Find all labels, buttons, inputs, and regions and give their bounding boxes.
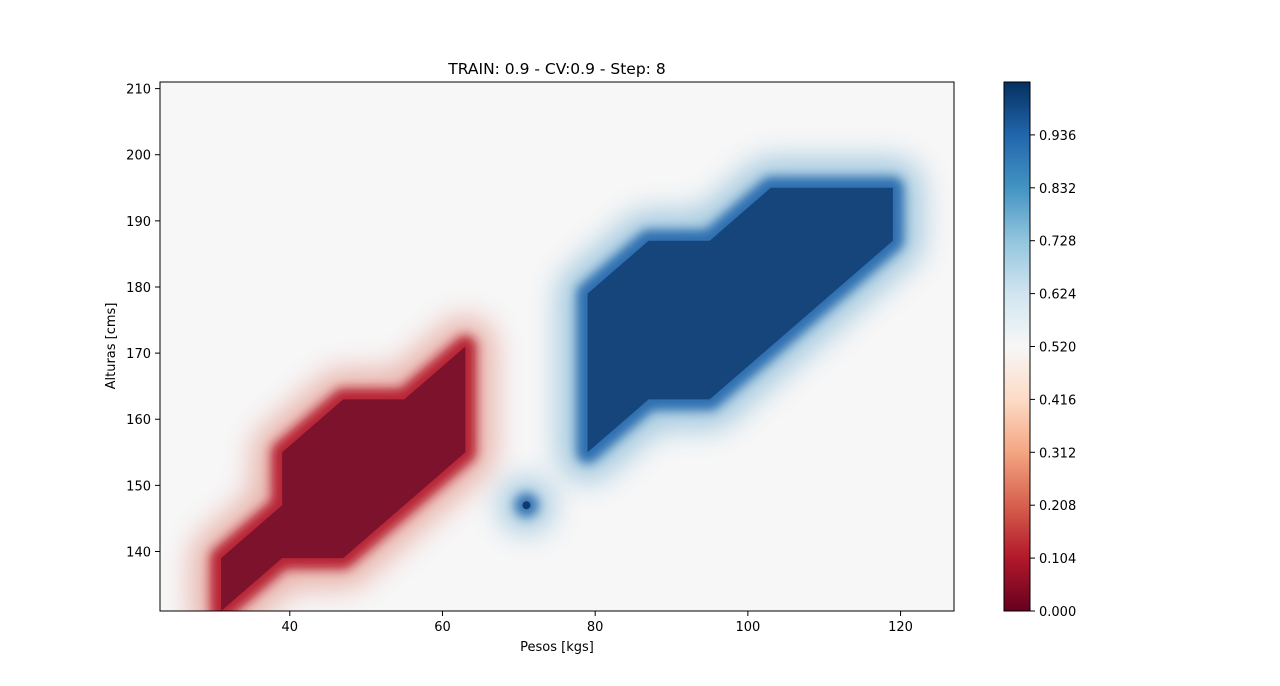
region-low-core — [221, 346, 466, 611]
x-tick-label: 100 — [735, 620, 760, 635]
colorbar: 0.000 0.104 0.208 0.312 0.416 0.520 0.624 0.728… — [1003, 81, 1076, 620]
colorbar-tick-label: 0.104 — [1039, 552, 1076, 567]
y-tick-label: 140 — [126, 545, 151, 560]
y-tick-label: 160 — [126, 413, 151, 428]
y-axis: 140 150 160 170 180 190 200 210 — [126, 83, 160, 560]
x-tick-label: 80 — [587, 620, 604, 635]
y-tick-label: 180 — [126, 281, 151, 296]
y-tick-label: 170 — [126, 347, 151, 362]
colorbar-tick-label: 0.208 — [1039, 499, 1076, 514]
colorbar-tick-label: 0.416 — [1039, 393, 1076, 408]
chart-title: TRAIN: 0.9 - CV:0.9 - Step: 8 — [447, 60, 665, 78]
colorbar-ticks: 0.000 0.104 0.208 0.312 0.416 0.520 0.624 0.728… — [1030, 129, 1076, 620]
y-tick-label: 210 — [126, 83, 151, 98]
decision-regions — [191, 157, 923, 611]
colorbar-gradient — [1003, 81, 1031, 612]
x-tick-label: 40 — [282, 620, 299, 635]
plot-area — [159, 81, 955, 612]
y-tick-label: 150 — [126, 479, 151, 494]
x-tick-label: 120 — [888, 620, 913, 635]
colorbar-tick-label: 0.832 — [1039, 182, 1076, 197]
colorbar-tick-label: 0.728 — [1039, 235, 1076, 250]
colorbar-tick-label: 0.000 — [1039, 605, 1076, 620]
colorbar-tick-label: 0.936 — [1039, 129, 1076, 144]
plot-frame — [159, 81, 955, 612]
x-axis: 40 60 80 100 120 — [282, 611, 913, 635]
region-high-core — [587, 187, 893, 453]
colorbar-tick-label: 0.624 — [1039, 288, 1076, 303]
y-axis-label: Alturas [cms] — [104, 303, 119, 390]
colorbar-tick-label: 0.312 — [1039, 446, 1076, 461]
x-axis-label: Pesos [kgs] — [520, 640, 594, 655]
x-tick-label: 60 — [434, 620, 451, 635]
y-tick-label: 190 — [126, 215, 151, 230]
y-tick-label: 200 — [126, 149, 151, 164]
colorbar-tick-label: 0.520 — [1039, 341, 1076, 356]
region-point-core — [522, 501, 531, 510]
